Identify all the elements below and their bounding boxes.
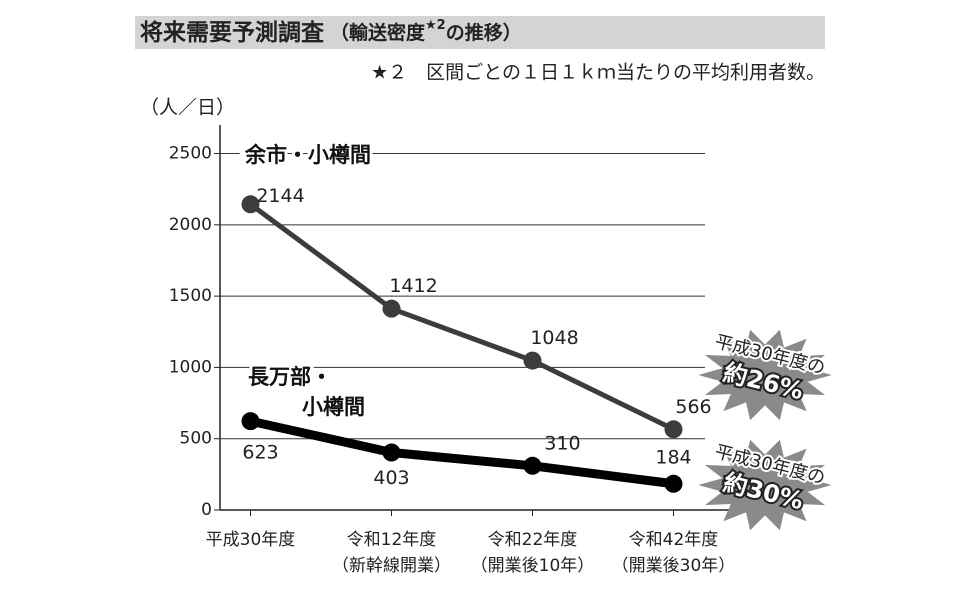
- data-point: [241, 195, 260, 214]
- data-label: 184: [655, 446, 691, 468]
- data-label: 623: [242, 442, 278, 464]
- data-label: 403: [373, 467, 409, 489]
- series-label: 余市・小樽間: [244, 143, 371, 167]
- series-label: 小樽間: [302, 395, 365, 419]
- data-point: [664, 420, 683, 439]
- x-tick-label: 平成30年度: [206, 530, 296, 550]
- data-point: [523, 456, 542, 475]
- data-label: 2144: [256, 185, 304, 207]
- x-tick-label: 令和12年度: [347, 530, 437, 550]
- x-tick-label: 令和42年度: [629, 530, 719, 550]
- series-line: [249, 416, 675, 489]
- y-tick-label: 500: [180, 429, 212, 449]
- x-tick-note: （新幹線開業）: [332, 555, 451, 576]
- title-main: 将来需要予測調査: [140, 19, 324, 46]
- subtitle: の推移）: [446, 21, 522, 44]
- series-label: 長万部・: [248, 365, 332, 389]
- y-tick-label: 2000: [169, 215, 212, 235]
- y-tick-label: 1500: [169, 286, 212, 306]
- y-tick-label: 0: [201, 500, 212, 520]
- x-tick-note: （開業後30年）: [612, 556, 736, 576]
- data-point: [523, 351, 542, 370]
- chart-title: 将来需要予測調査 （輸送密度★2の推移）: [140, 18, 522, 46]
- starburst: [698, 439, 832, 531]
- data-label: 1048: [530, 327, 578, 349]
- x-tick-note: （開業後10年）: [471, 556, 595, 576]
- subtitle-mark: ★2: [425, 18, 446, 33]
- subtitle: （輸送密度: [330, 21, 426, 44]
- series-line: [249, 202, 675, 432]
- data-label: 1412: [389, 275, 437, 297]
- data-point: [241, 412, 260, 431]
- y-axis-label: （人／日）: [140, 97, 235, 119]
- data-point: [664, 474, 683, 493]
- y-tick-label: 2500: [169, 144, 212, 164]
- title-band: [135, 16, 825, 49]
- data-point: [382, 443, 401, 462]
- x-tick-label: 令和22年度: [488, 530, 578, 550]
- data-point: [382, 299, 401, 318]
- starburst: [698, 329, 832, 421]
- data-label: 566: [675, 396, 711, 418]
- footnote: ★２ 区間ごとの１日１ｋｍ当たりの平均利用者数。: [371, 62, 825, 84]
- y-tick-label: 1000: [169, 357, 212, 377]
- data-label: 310: [544, 432, 580, 454]
